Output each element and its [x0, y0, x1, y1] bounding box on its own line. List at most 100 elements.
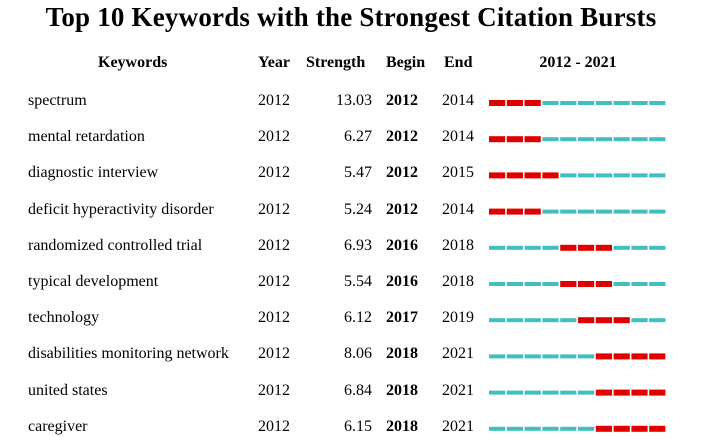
keyword-label: disabilities monitoring network [28, 345, 229, 363]
strength-value: 6.27 [344, 128, 372, 146]
begin-value: 2017 [386, 309, 418, 327]
baseline-segment [542, 426, 559, 431]
burst-segment [631, 389, 648, 396]
strength-value: 6.84 [344, 381, 372, 399]
baseline-segment [578, 390, 595, 395]
burst-segment [506, 172, 523, 179]
keyword-label: united states [28, 381, 108, 399]
burst-segment [560, 281, 577, 287]
burst-segment [613, 425, 630, 432]
baseline-segment [578, 101, 595, 105]
baseline-segment [542, 390, 559, 395]
baseline-segment [578, 354, 595, 359]
baseline-segment [649, 318, 666, 323]
strength-value: 5.24 [344, 200, 372, 218]
end-value: 2021 [442, 345, 474, 363]
end-value: 2015 [442, 164, 474, 182]
baseline-segment [506, 390, 523, 395]
end-value: 2018 [442, 273, 474, 290]
baseline-segment [578, 173, 595, 178]
burst-segment [489, 208, 506, 215]
baseline-segment [613, 209, 630, 214]
baseline-segment [578, 137, 595, 142]
burst-segment [524, 100, 541, 106]
baseline-segment [649, 173, 666, 178]
baseline-segment [613, 282, 630, 286]
baseline-segment [613, 101, 630, 105]
baseline-segment [542, 282, 559, 286]
baseline-segment [595, 173, 612, 178]
burst-segment [631, 425, 648, 432]
header-year: Year [258, 54, 290, 71]
year-value: 2012 [258, 92, 290, 109]
baseline-segment [524, 354, 541, 359]
baseline-segment [560, 426, 577, 431]
burst-segment [595, 244, 612, 251]
burst-segment [506, 208, 523, 215]
keyword-label: caregiver [28, 417, 88, 435]
baseline-segment [489, 354, 506, 359]
burst-segment [613, 389, 630, 396]
baseline-segment [649, 137, 666, 142]
baseline-segment [631, 173, 648, 178]
begin-value: 2016 [386, 236, 418, 254]
baseline-segment [631, 209, 648, 214]
burst-segment [631, 353, 648, 360]
strength-value: 6.93 [344, 236, 372, 254]
burst-segment [595, 353, 612, 360]
begin-value: 2018 [386, 417, 418, 435]
strength-value: 6.12 [344, 309, 372, 327]
baseline-segment [613, 137, 630, 142]
burst-segment [489, 172, 506, 179]
burst-segment [595, 389, 612, 396]
burst-segment [578, 317, 595, 324]
end-value: 2019 [442, 309, 474, 327]
year-value: 2012 [258, 381, 290, 399]
burst-segment [595, 425, 612, 432]
baseline-segment [631, 137, 648, 142]
header-end: End [444, 54, 473, 71]
burst-segment [578, 244, 595, 251]
begin-value: 2016 [386, 273, 418, 290]
baseline-segment [542, 245, 559, 250]
keyword-label: spectrum [28, 92, 87, 109]
baseline-segment [560, 318, 577, 323]
baseline-segment [560, 354, 577, 359]
baseline-segment [560, 390, 577, 395]
baseline-segment [578, 209, 595, 214]
baseline-segment [542, 101, 559, 105]
header-range: 2012 - 2021 [539, 54, 617, 71]
burst-segment [524, 172, 541, 179]
end-value: 2014 [442, 200, 474, 218]
baseline-segment [649, 282, 666, 286]
end-value: 2018 [442, 236, 474, 254]
baseline-segment [542, 318, 559, 323]
strength-value: 13.03 [336, 92, 372, 109]
end-value: 2014 [442, 128, 474, 146]
burst-segment [489, 100, 506, 106]
baseline-segment [524, 282, 541, 286]
baseline-segment [506, 245, 523, 250]
begin-value: 2018 [386, 381, 418, 399]
end-value: 2014 [442, 92, 474, 109]
baseline-segment [613, 245, 630, 250]
keyword-label: randomized controlled trial [28, 236, 203, 254]
baseline-segment [595, 209, 612, 214]
year-value: 2012 [258, 236, 290, 254]
strength-value: 5.47 [344, 164, 372, 182]
keyword-label: diagnostic interview [28, 164, 159, 182]
burst-segment [506, 100, 523, 106]
baseline-segment [595, 137, 612, 142]
year-value: 2012 [258, 345, 290, 363]
baseline-segment [506, 318, 523, 323]
burst-segment [613, 317, 630, 324]
strength-value: 8.06 [344, 345, 372, 363]
baseline-segment [542, 209, 559, 214]
year-value: 2012 [258, 417, 290, 435]
burst-segment [613, 353, 630, 360]
year-value: 2012 [258, 128, 290, 146]
baseline-segment [489, 282, 506, 286]
baseline-segment [631, 282, 648, 286]
header-keywords: Keywords [98, 54, 168, 71]
